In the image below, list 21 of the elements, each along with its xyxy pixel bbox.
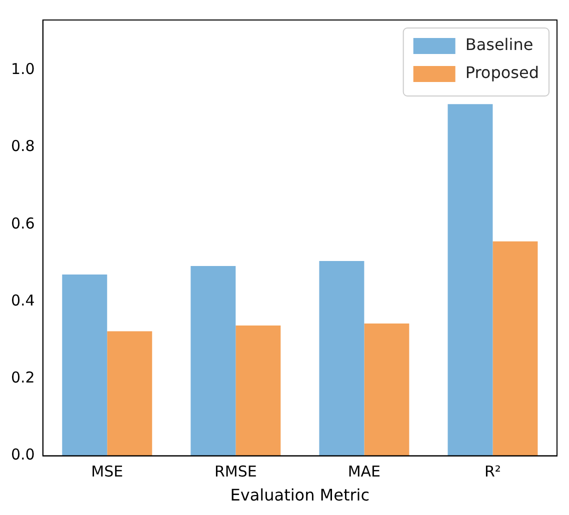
bar bbox=[492, 241, 538, 456]
bar bbox=[319, 261, 364, 456]
y-tick-label: 1.0 bbox=[10, 60, 35, 78]
legend-label: Baseline bbox=[465, 35, 534, 54]
x-axis-title: Evaluation Metric bbox=[230, 486, 370, 505]
bar bbox=[236, 325, 281, 456]
x-tick-label: MSE bbox=[91, 462, 124, 481]
y-tick-label: 0.4 bbox=[10, 291, 35, 310]
bar bbox=[448, 104, 493, 456]
y-tick-label: 0.6 bbox=[10, 214, 35, 232]
bar bbox=[107, 331, 152, 456]
bar bbox=[364, 324, 410, 456]
x-tick-label: RMSE bbox=[214, 462, 257, 481]
legend-label: Proposed bbox=[465, 63, 540, 82]
x-tick-label: R² bbox=[484, 462, 501, 481]
y-tick-label: 0.2 bbox=[10, 368, 35, 387]
y-tick-label: 0.8 bbox=[10, 137, 35, 156]
bar bbox=[190, 266, 236, 456]
bar bbox=[62, 274, 108, 456]
x-tick-label: MAE bbox=[348, 462, 381, 481]
y-tick-label: 0.0 bbox=[10, 446, 35, 464]
